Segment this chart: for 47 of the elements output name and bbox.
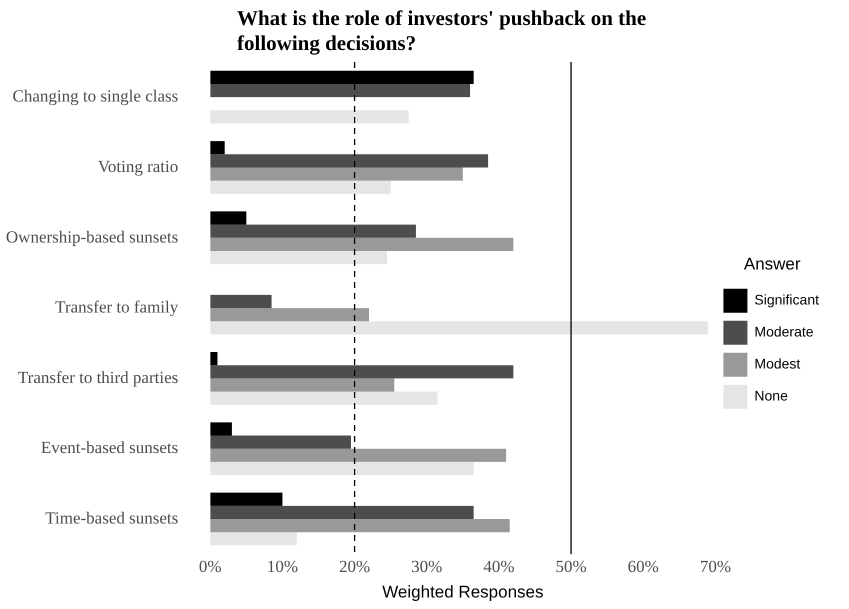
bar xyxy=(210,436,351,449)
bar xyxy=(210,448,506,462)
y-tick-label: Transfer to family xyxy=(55,298,179,317)
x-tick-label: 0% xyxy=(198,556,222,576)
legend-label: None xyxy=(754,388,788,404)
bar xyxy=(210,352,218,366)
chart-title: What is the role of investors' pushback on the following decisions? xyxy=(237,6,648,56)
bar xyxy=(210,211,246,225)
bar xyxy=(210,250,388,264)
x-axis-title: Weighted Responses xyxy=(382,582,544,602)
bar xyxy=(210,532,297,546)
bar xyxy=(210,154,488,168)
bar xyxy=(210,519,510,532)
y-tick-label: Changing to single class xyxy=(12,86,178,106)
y-tick-label: Time-based sunsets xyxy=(45,508,178,528)
bar xyxy=(210,392,438,405)
bar xyxy=(210,506,474,520)
y-tick-label: Ownership-based sunsets xyxy=(6,227,178,246)
bar xyxy=(210,422,232,436)
x-tick-label: 30% xyxy=(411,556,442,576)
bar xyxy=(210,224,416,238)
bar xyxy=(210,365,514,378)
bar xyxy=(210,167,463,181)
bar xyxy=(210,180,391,194)
bar xyxy=(210,308,370,322)
bar xyxy=(210,294,272,308)
x-tick-label: 40% xyxy=(483,556,514,576)
legend-title: Answer xyxy=(744,254,801,274)
x-tick-label: 60% xyxy=(628,556,659,576)
x-tick-label: 20% xyxy=(338,556,370,576)
bar xyxy=(210,238,514,251)
bar xyxy=(210,141,225,154)
legend-label: Moderate xyxy=(754,324,814,340)
x-tick-label: 10% xyxy=(266,556,298,576)
bar xyxy=(210,462,474,476)
y-tick-label: Transfer to third parties xyxy=(18,368,178,387)
bar xyxy=(210,84,470,98)
legend-label: Significant xyxy=(754,292,820,308)
legend-label: Modest xyxy=(754,356,800,372)
bar xyxy=(210,378,394,392)
bar xyxy=(210,321,708,334)
x-tick-label: 50% xyxy=(555,556,587,576)
bar xyxy=(210,492,282,506)
x-tick-label: 70% xyxy=(700,556,731,576)
bar xyxy=(210,110,409,124)
y-tick-label: Voting ratio xyxy=(98,156,178,176)
y-tick-label: Event-based sunsets xyxy=(40,438,178,458)
